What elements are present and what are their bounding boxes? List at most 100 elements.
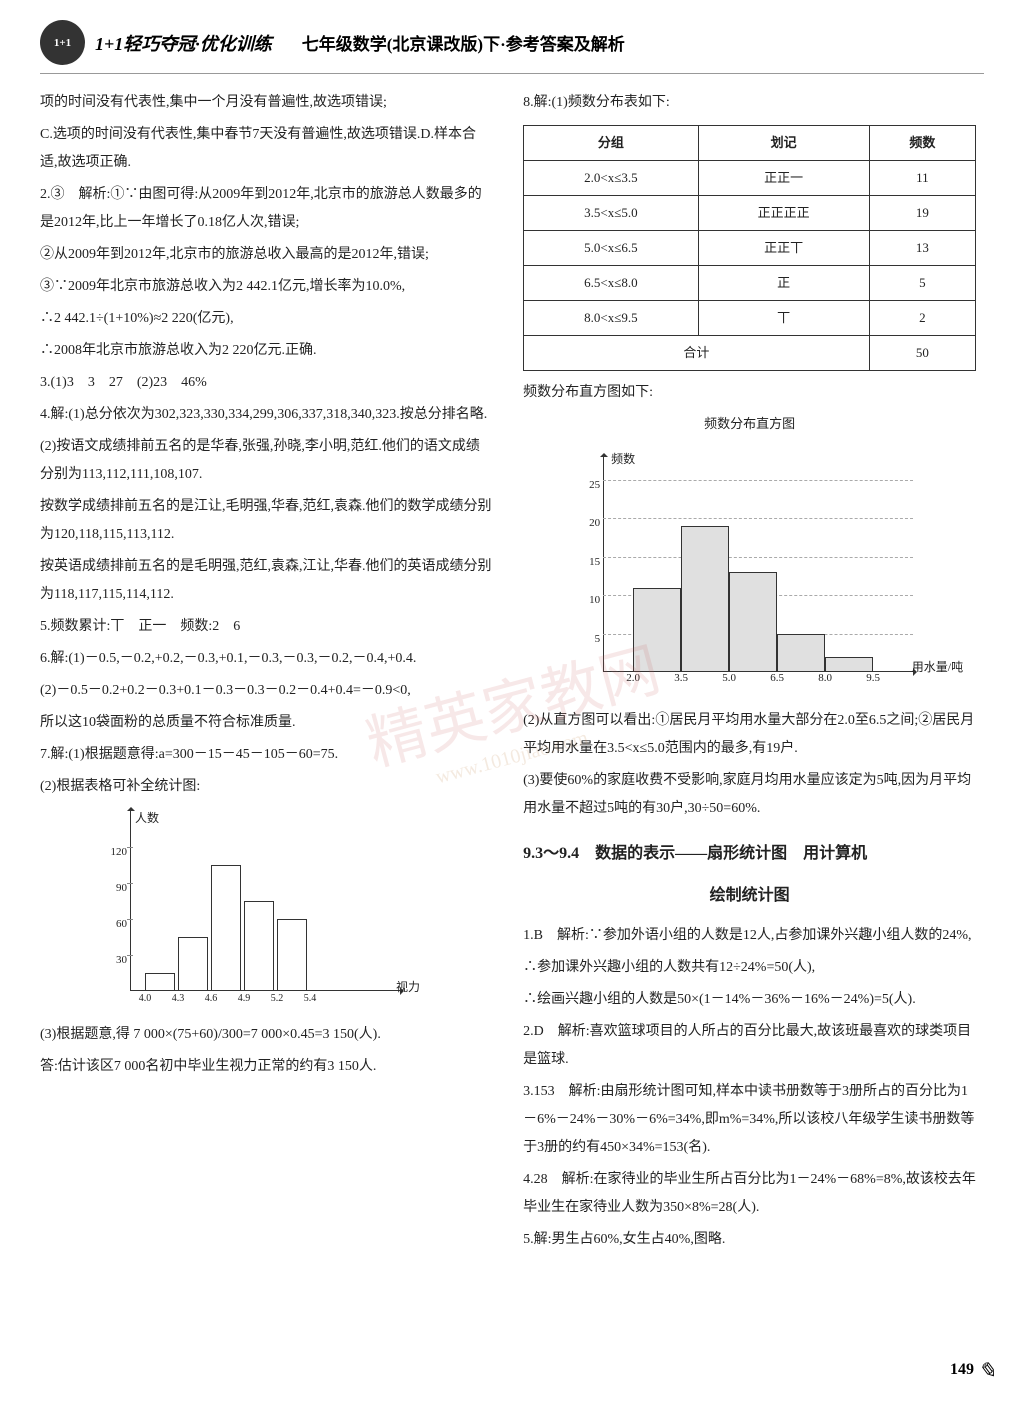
chart1-xtick: 5.4	[304, 989, 317, 1009]
table-cell: 6.5<x≤8.0	[524, 266, 699, 301]
para: 5.解:男生占60%,女生占40%,图略.	[523, 1226, 976, 1254]
para: ③∵2009年北京市旅游总收入为2 442.1亿元,增长率为10.0%,	[40, 273, 493, 301]
para: C.选项的时间没有代表性,集中春节7天没有普遍性,故选项错误.D.样本合适,故选…	[40, 121, 493, 177]
table-row: 2.0<x≤3.5正正一11	[524, 161, 976, 196]
chart2-ytick: 5	[578, 628, 600, 650]
title-main: 1+1轻巧夺冠·优化训练	[95, 30, 272, 56]
para: 按英语成绩排前五名的是毛明强,范红,袁森,江让,华春.他们的英语成绩分别为118…	[40, 553, 493, 609]
chart1-xtick: 4.3	[172, 989, 185, 1009]
para: 2.③ 解析:①∵由图可得:从2009年到2012年,北京市的旅游总人数最多的是…	[40, 181, 493, 237]
chart1-ytick: 30	[105, 949, 127, 971]
page-number: 149	[950, 1361, 974, 1379]
section-subtitle: 绘制统计图	[523, 880, 976, 912]
chart1-bar	[244, 901, 274, 991]
chart1-gridline	[127, 883, 133, 884]
para: ∴2008年北京市旅游总收入为2 220亿元.正确.	[40, 337, 493, 365]
table-cell: 2	[869, 301, 976, 336]
table-row: 5.0<x≤6.5正正丅13	[524, 231, 976, 266]
para: 频数分布直方图如下:	[523, 379, 976, 407]
table-cell: 正	[698, 266, 869, 301]
chart1-gridline	[127, 919, 133, 920]
table-cell: 3.5<x≤5.0	[524, 196, 699, 231]
chart1-xtick: 4.9	[238, 989, 251, 1009]
table-cell: 11	[869, 161, 976, 196]
para: (2)根据表格可补全统计图:	[40, 773, 493, 801]
para: 1.B 解析:∵参加外语小组的人数是12人,占参加课外兴趣小组人数的24%,	[523, 922, 976, 950]
chart1-xlabel: 视力	[396, 975, 420, 999]
table-cell: 8.0<x≤9.5	[524, 301, 699, 336]
chart1-gridline	[127, 955, 133, 956]
para: ∴绘画兴趣小组的人数是50×(1－14%－36%－16%－24%)=5(人).	[523, 986, 976, 1014]
para: (2)从直方图可以看出:①居民月平均用水量大部分在2.0至6.5之间;②居民月平…	[523, 707, 976, 763]
page-decoration-icon: ✎	[978, 1358, 996, 1384]
section-title: 9.3～9.4 数据的表示——扇形统计图 用计算机	[523, 838, 976, 870]
table-cell: 正正一	[698, 161, 869, 196]
para: 3.153 解析:由扇形统计图可知,样本中读书册数等于3册所占的百分比为1－6%…	[523, 1078, 976, 1162]
chart2-y-axis	[603, 457, 604, 672]
table-row: 6.5<x≤8.0正5	[524, 266, 976, 301]
table-cell: 正正丅	[698, 231, 869, 266]
chart2-bar	[681, 526, 729, 672]
table-cell: 13	[869, 231, 976, 266]
para: ∴参加课外兴趣小组的人数共有12÷24%=50(人),	[523, 954, 976, 982]
para: (3)根据题意,得 7 000×(75+60)/300=7 000×0.45=3…	[40, 1021, 493, 1049]
chart1-ytick: 90	[105, 877, 127, 899]
frequency-table: 分组划记频数 2.0<x≤3.5正正一113.5<x≤5.0正正正正195.0<…	[523, 125, 976, 371]
logo-icon: 1+1	[40, 20, 85, 65]
table-cell: 50	[869, 336, 976, 371]
chart1-bar	[145, 973, 175, 991]
chart2-bar	[633, 588, 681, 672]
table-cell: 丅	[698, 301, 869, 336]
para: (3)要使60%的家庭收费不受影响,家庭月均用水量应该定为5吨,因为月平均用水量…	[523, 767, 976, 823]
left-column: 项的时间没有代表性,集中一个月没有普遍性,故选项错误; C.选项的时间没有代表性…	[40, 89, 493, 1258]
chart1-y-axis	[130, 811, 131, 991]
para: 按数学成绩排前五名的是江让,毛明强,华春,范红,袁森.他们的数学成绩分别为120…	[40, 493, 493, 549]
table-row: 8.0<x≤9.5丅2	[524, 301, 976, 336]
para: 答:估计该区7 000名初中毕业生视力正常的约有3 150人.	[40, 1053, 493, 1081]
chart2-bar	[729, 572, 777, 672]
chart2-ytick: 15	[578, 551, 600, 573]
chart2-gridline	[603, 480, 913, 481]
table-header: 频数	[869, 126, 976, 161]
chart1-bar	[211, 865, 241, 991]
table-row: 3.5<x≤5.0正正正正19	[524, 196, 976, 231]
para: (2)按语文成绩排前五名的是华春,张强,孙晓,李小明,范红.他们的语文成绩分别为…	[40, 433, 493, 489]
table-cell: 合计	[524, 336, 870, 371]
chart2-ytick: 25	[578, 474, 600, 496]
table-cell: 5.0<x≤6.5	[524, 231, 699, 266]
chart1-bar	[178, 937, 208, 991]
table-row: 合计50	[524, 336, 976, 371]
para: 4.28 解析:在家待业的毕业生所占百分比为1－24%－68%=8%,故该校去年…	[523, 1166, 976, 1222]
chart1-gridline	[127, 847, 133, 848]
table-cell: 19	[869, 196, 976, 231]
para: 4.解:(1)总分依次为302,323,330,334,299,306,337,…	[40, 401, 493, 429]
title-sub: 七年级数学(北京课改版)下·参考答案及解析	[302, 30, 625, 55]
chart1-xtick: 4.0	[139, 989, 152, 1009]
chart1-ylabel: 人数	[135, 806, 159, 830]
para: 所以这10袋面粉的总质量不符合标准质量.	[40, 709, 493, 737]
para: ∴2 442.1÷(1+10%)≈2 220(亿元),	[40, 305, 493, 333]
chart2-ylabel: 频数	[611, 447, 635, 471]
chart1-ytick: 60	[105, 913, 127, 935]
table-cell: 5	[869, 266, 976, 301]
para: 项的时间没有代表性,集中一个月没有普遍性,故选项错误;	[40, 89, 493, 117]
para: ②从2009年到2012年,北京市的旅游总收入最高的是2012年,错误;	[40, 241, 493, 269]
para: 6.解:(1)－0.5,－0.2,+0.2,－0.3,+0.1,－0.3,－0.…	[40, 645, 493, 673]
table-header: 划记	[698, 126, 869, 161]
chart2-bar	[777, 634, 825, 672]
table-cell: 2.0<x≤3.5	[524, 161, 699, 196]
para: 2.D 解析:喜欢篮球项目的人所占的百分比最大,故该班最喜欢的球类项目是篮球.	[523, 1018, 976, 1074]
chart2-gridline	[603, 518, 913, 519]
vision-bar-chart: 人数 视力 3060901204.04.34.64.95.25.4	[100, 811, 400, 1011]
para: 8.解:(1)频数分布表如下:	[523, 89, 976, 117]
table-cell: 正正正正	[698, 196, 869, 231]
para: 5.频数累计:丅 正一 频数:2 6	[40, 613, 493, 641]
chart2-title: 频数分布直方图	[523, 411, 976, 437]
chart2-bar	[825, 657, 873, 672]
right-column: 8.解:(1)频数分布表如下: 分组划记频数 2.0<x≤3.5正正一113.5…	[523, 89, 976, 1258]
content-area: 项的时间没有代表性,集中一个月没有普遍性,故选项错误; C.选项的时间没有代表性…	[40, 89, 984, 1258]
para: 3.(1)3 3 27 (2)23 46%	[40, 369, 493, 397]
chart2-gridline	[603, 557, 913, 558]
para: 7.解:(1)根据题意得:a=300－15－45－105－60=75.	[40, 741, 493, 769]
chart2-xlabel: 用水量/吨	[912, 655, 963, 679]
